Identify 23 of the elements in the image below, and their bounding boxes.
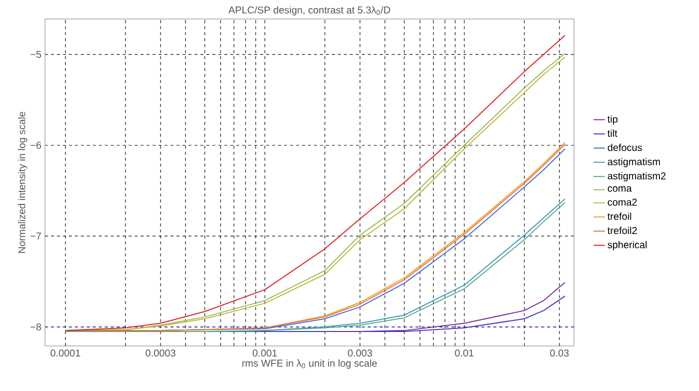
y-tick-label: −6 — [30, 142, 42, 149]
legend-label: astigmatism2 — [608, 172, 666, 182]
legend-label: coma — [608, 186, 632, 192]
legend-label: coma2 — [608, 198, 637, 206]
y-tick-label: −8 — [30, 323, 42, 330]
x-tick-label: 0.0001 — [50, 350, 80, 357]
x-tick-label: 0.03 — [550, 350, 569, 357]
x-tick-label: 0.01 — [454, 350, 474, 357]
legend-label: trefoil2 — [608, 226, 637, 234]
y-axis-title: Normalized intensity in log scale — [18, 112, 28, 253]
x-tick-label: 0.003 — [348, 350, 372, 357]
y-tick-label: −7 — [30, 232, 41, 240]
legend-label: tilt — [608, 130, 618, 137]
legend-label: tip — [608, 115, 618, 125]
legend-label: astigmatism — [608, 158, 660, 168]
x-tick-label: 0.001 — [252, 350, 277, 357]
x-axis-title: rms WFE in λ$_{0}$ unit in log scale — [242, 359, 377, 369]
x-tick-label: 0.0003 — [146, 350, 176, 357]
legend-label: trefoil — [608, 212, 632, 220]
y-tick-label: −5 — [30, 50, 42, 58]
legend-label: defocus — [608, 144, 642, 152]
legend-label: spherical — [608, 240, 647, 250]
chart-title: APLC/SP design, contrast at 5.3λ$_{0}$/D — [228, 6, 390, 16]
